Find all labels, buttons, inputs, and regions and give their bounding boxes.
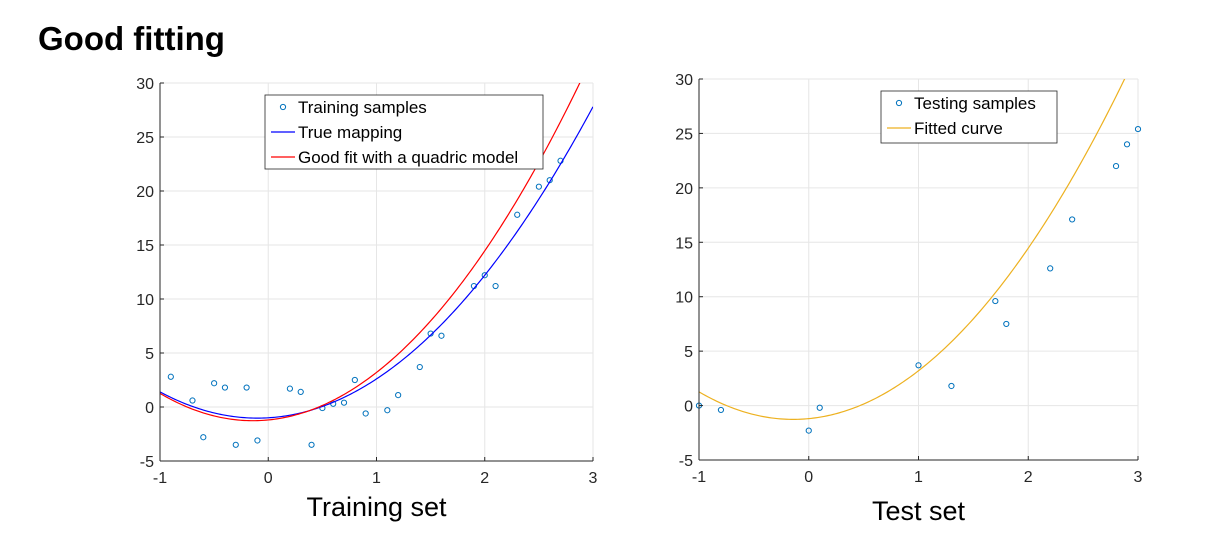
legend-entry-label: Testing samples <box>914 94 1036 113</box>
data-point <box>1003 320 1010 328</box>
x-axis-label: Test set <box>872 496 966 526</box>
data-point <box>243 384 250 391</box>
data-point <box>816 404 823 411</box>
x-tick-label: 2 <box>1024 469 1033 486</box>
data-point <box>1134 125 1142 133</box>
data-point <box>514 211 521 218</box>
y-tick-label: 25 <box>136 130 154 147</box>
data-point <box>308 441 315 448</box>
x-axis-label: Training set <box>306 492 447 522</box>
y-tick-label: 15 <box>136 238 154 255</box>
y-tick-label: 5 <box>684 344 693 361</box>
x-tick-label: 3 <box>589 470 598 487</box>
data-point <box>1047 265 1054 272</box>
data-point <box>254 437 261 444</box>
y-tick-label: 10 <box>675 290 693 307</box>
data-point <box>200 434 207 441</box>
x-tick-label: 0 <box>804 469 813 486</box>
chart-1-group: -1 0 1 2 3 -5 0 5 10 15 20 25 30 Test set Testing samp… <box>675 72 1143 526</box>
y-tick-label: 20 <box>136 184 154 201</box>
data-point <box>395 392 402 399</box>
legend-marker-swatch <box>895 99 903 107</box>
legend-entry-label: Training samples <box>298 98 427 117</box>
y-tick-label: -5 <box>679 453 693 470</box>
x-tick-label: 1 <box>914 469 923 486</box>
y-tick-label: -5 <box>140 454 154 471</box>
x-tick-label: -1 <box>153 470 167 487</box>
data-point <box>189 397 196 404</box>
y-tick-label: 25 <box>675 126 693 143</box>
data-point <box>427 330 434 337</box>
legend-box <box>880 90 1058 144</box>
y-tick-label: 5 <box>145 346 154 363</box>
data-point <box>1112 162 1120 170</box>
data-point <box>340 399 348 406</box>
y-tick-label: 10 <box>136 292 154 309</box>
data-point <box>211 380 218 387</box>
data-point <box>286 385 293 392</box>
x-tick-label: 2 <box>480 470 489 487</box>
data-point <box>481 272 488 279</box>
series-line-fitted-curve <box>699 79 1126 420</box>
data-point <box>167 373 174 380</box>
data-point <box>992 297 999 305</box>
x-tick-label: 1 <box>372 470 381 487</box>
data-point <box>416 363 423 371</box>
legend-entry-label: Fitted curve <box>914 119 1003 138</box>
legend-marker-swatch <box>279 103 287 111</box>
legend-entry-label: True mapping <box>298 123 402 142</box>
data-point <box>221 384 229 391</box>
data-point <box>351 376 358 384</box>
chart-0-group: -1 0 1 2 3 -5 0 5 10 15 20 25 30 Training set Training… <box>136 76 598 522</box>
data-point <box>717 406 725 414</box>
data-point <box>438 332 445 339</box>
y-tick-label: 30 <box>675 72 693 89</box>
data-point <box>1123 141 1131 148</box>
data-point <box>805 427 812 434</box>
data-point <box>492 282 499 290</box>
x-tick-label: -1 <box>692 469 706 486</box>
data-point <box>384 407 391 414</box>
series-line-good-fit-with-a-quadric-model <box>160 83 581 422</box>
data-point <box>948 382 955 390</box>
legend-box <box>264 94 544 170</box>
x-tick-label: 0 <box>264 470 273 487</box>
data-point <box>297 388 304 395</box>
data-point <box>535 183 542 190</box>
x-tick-label: 3 <box>1134 469 1143 486</box>
y-tick-label: 15 <box>675 235 693 252</box>
y-tick-label: 30 <box>136 76 154 93</box>
data-point <box>232 441 239 448</box>
data-point <box>362 410 369 417</box>
y-tick-label: 0 <box>145 400 154 417</box>
data-point <box>915 362 922 369</box>
y-tick-label: 20 <box>675 181 693 198</box>
page-title: Good fitting <box>38 20 225 57</box>
series-line-true-mapping <box>160 106 593 419</box>
legend-entry-label: Good fit with a quadric model <box>298 148 518 167</box>
data-point <box>1069 216 1076 223</box>
y-tick-label: 0 <box>684 399 693 416</box>
